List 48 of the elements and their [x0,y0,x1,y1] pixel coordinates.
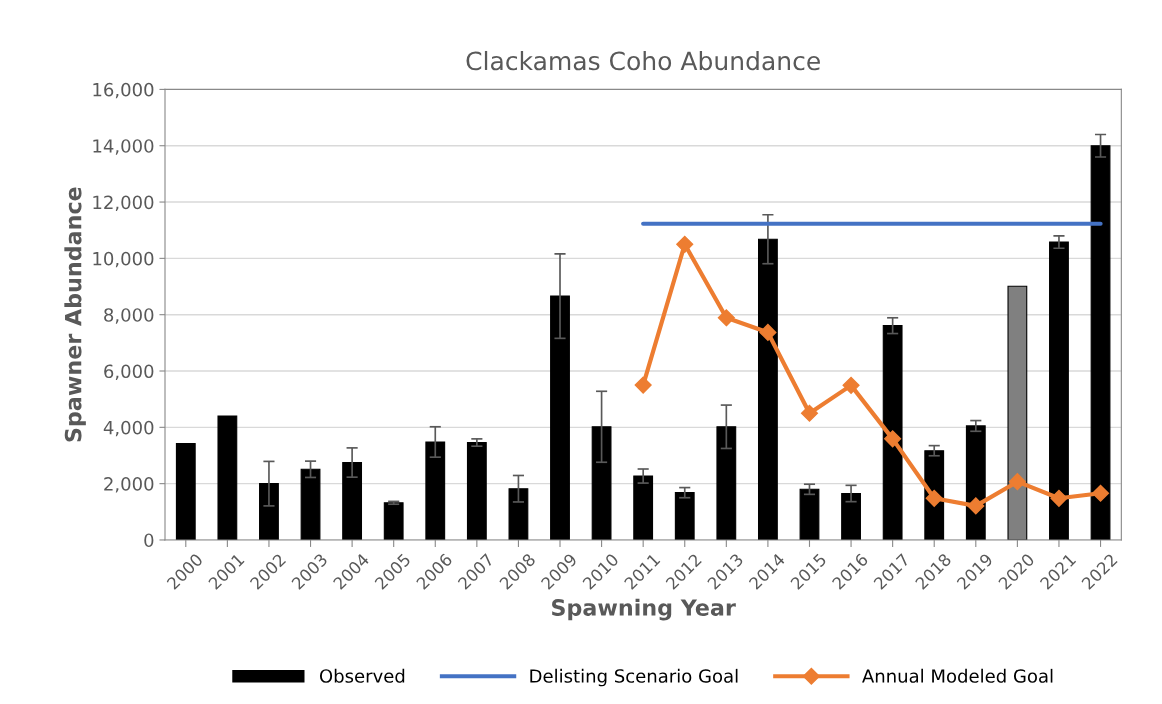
point [759,323,777,341]
bar [383,502,404,540]
point [925,489,943,507]
bar [799,488,820,540]
point [800,404,819,422]
bar [217,415,238,540]
bar [965,425,986,540]
point [634,376,652,394]
y-tick-label: 0 [144,533,154,548]
bar [300,468,321,540]
y-tick-label: 2,000 [104,477,154,493]
y-axis-title: Spawner Abundance [64,187,86,442]
bar [633,475,654,540]
point [884,430,902,448]
y-tick-label: 10,000 [93,251,154,268]
bar [841,492,861,540]
chart-title: Clackamas Coho Abundance [466,50,820,71]
point [717,309,735,327]
bar [175,443,196,540]
bar [1049,241,1069,540]
legend-label: Annual Modeled Goal [862,668,1053,683]
legend-label: Delisting Scenario Goal [530,668,738,687]
bar [342,461,363,540]
point [967,497,985,515]
y-tick-label: 6,000 [104,364,154,380]
bar [757,238,778,540]
point [842,376,860,394]
x-axis-title: Spawning Year [552,598,736,621]
y-tick-label: 8,000 [104,308,154,324]
y-tick-label: 4,000 [103,420,154,437]
y-tick-label: 12,000 [93,195,154,212]
y-tick-label: 14,000 [93,139,154,155]
bar [882,325,903,540]
y-tick-label: 16,000 [93,82,154,99]
bar [425,441,446,540]
bar [1090,145,1111,540]
legend-label: Observed [319,668,405,683]
bar [550,295,570,540]
point [1008,473,1026,491]
bar [259,483,279,540]
bar [674,492,695,540]
bar [591,426,612,540]
bar [508,488,529,540]
point [1050,489,1068,507]
bar [466,441,487,540]
bar [716,426,737,540]
point [676,235,694,253]
point [1091,484,1110,502]
